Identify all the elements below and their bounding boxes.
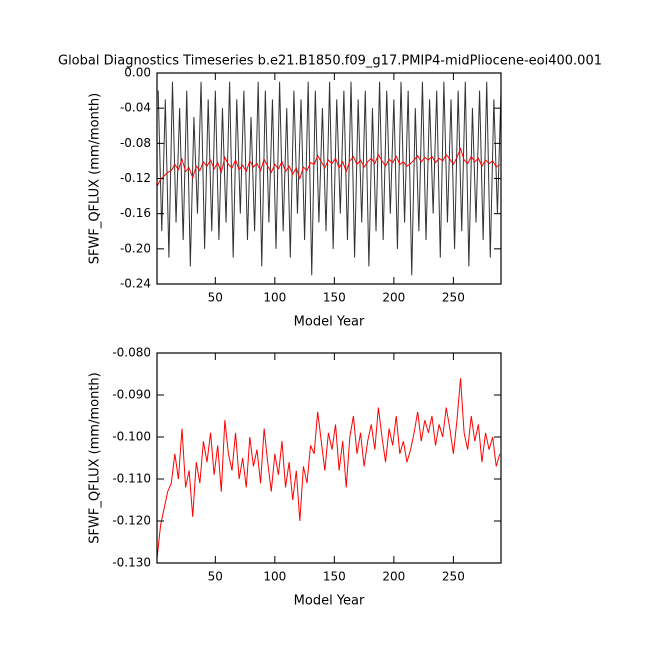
y-tick-label: -0.20	[120, 241, 151, 255]
x-tick-label: 150	[323, 291, 346, 305]
chart-title: Global Diagnostics Timeseries b.e21.B185…	[58, 54, 602, 69]
x-axis-label: Model Year	[294, 594, 365, 609]
x-tick-label: 200	[382, 570, 405, 584]
x-tick-label: 250	[442, 291, 465, 305]
y-tick-label: -0.16	[120, 206, 151, 220]
series-line	[157, 147, 501, 187]
x-tick-label: 50	[208, 291, 223, 305]
y-tick-label: -0.08	[120, 136, 151, 150]
y-axis-label: SFWF_QFLUX (mm/month)	[88, 93, 103, 264]
x-tick-label: 100	[263, 291, 286, 305]
y-tick-label: -0.110	[112, 472, 151, 486]
y-tick-label: -0.100	[112, 430, 151, 444]
x-tick-label: 200	[382, 291, 405, 305]
y-tick-label: 0.00	[124, 66, 151, 80]
x-tick-label: 100	[263, 570, 286, 584]
series-line	[157, 378, 501, 559]
y-tick-label: -0.120	[112, 514, 151, 528]
y-tick-label: -0.04	[120, 101, 151, 115]
y-tick-label: -0.090	[112, 388, 151, 402]
series-line	[157, 81, 501, 276]
x-tick-label: 250	[442, 570, 465, 584]
y-tick-label: -0.24	[120, 277, 151, 291]
x-tick-label: 50	[208, 570, 223, 584]
plot-frame	[156, 352, 502, 564]
y-tick-label: -0.130	[112, 556, 151, 570]
x-tick-label: 150	[323, 570, 346, 584]
y-axis-label: SFWF_QFLUX (mm/month)	[88, 372, 103, 543]
y-tick-label: -0.12	[120, 171, 151, 185]
y-tick-label: -0.080	[112, 346, 151, 360]
x-axis-label: Model Year	[294, 315, 365, 330]
